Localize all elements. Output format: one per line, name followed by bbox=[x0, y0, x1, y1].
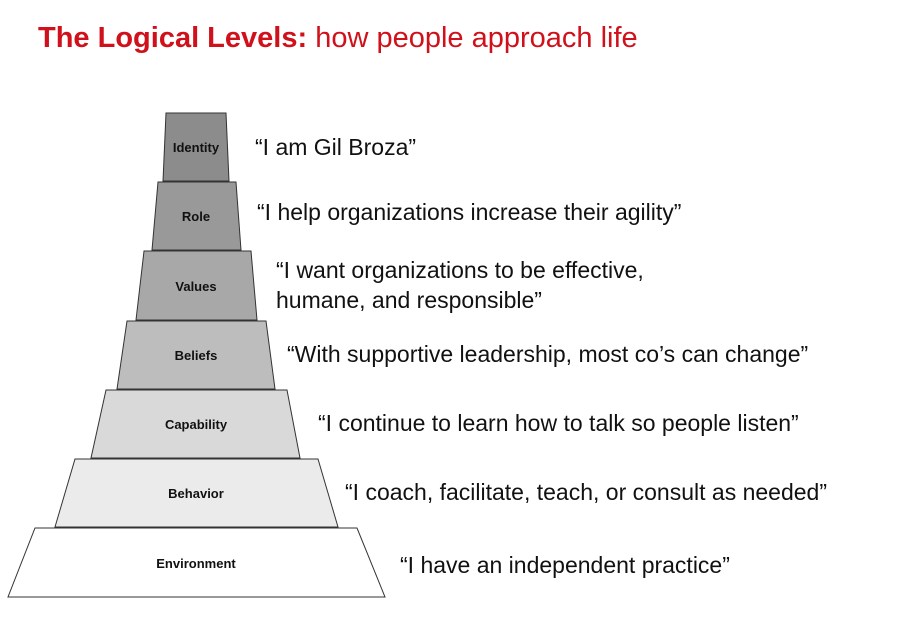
quote-capability: “I continue to learn how to talk so peop… bbox=[318, 410, 799, 436]
quote-identity: “I am Gil Broza” bbox=[255, 134, 417, 160]
title-rest: how people approach life bbox=[315, 22, 638, 54]
level-values-label: Values bbox=[175, 279, 216, 294]
quote-role: “I help organizations increase their agi… bbox=[257, 199, 682, 225]
level-role: Role bbox=[151, 181, 242, 251]
title-bold: The Logical Levels: bbox=[38, 22, 308, 54]
quote-behavior: “I coach, facilitate, teach, or consult … bbox=[345, 479, 827, 505]
level-environment-label: Environment bbox=[156, 556, 236, 571]
level-identity-label: Identity bbox=[173, 140, 220, 155]
level-behavior-label: Behavior bbox=[168, 486, 224, 501]
level-values: Values bbox=[135, 250, 258, 321]
level-role-shape bbox=[151, 181, 242, 251]
level-identity: Identity bbox=[162, 112, 230, 182]
quote-values-line1: “I want organizations to be effective, bbox=[276, 257, 644, 283]
level-role-label: Role bbox=[182, 209, 210, 224]
level-capability-label: Capability bbox=[165, 417, 228, 432]
quote-environment: “I have an independent practice” bbox=[400, 552, 730, 578]
level-beliefs-shape bbox=[116, 320, 276, 390]
page-title: The Logical Levels: how people approach … bbox=[38, 22, 638, 55]
quote-beliefs: “With supportive leadership, most co’s c… bbox=[287, 341, 809, 367]
level-behavior-shape bbox=[54, 458, 339, 528]
level-environment-shape bbox=[7, 527, 386, 598]
level-environment: Environment bbox=[7, 527, 386, 598]
level-capability: Capability bbox=[90, 389, 301, 459]
level-values-shape bbox=[135, 250, 258, 321]
level-identity-shape bbox=[162, 112, 230, 182]
quote-values: “I want organizations to be effective, h… bbox=[276, 255, 644, 315]
level-capability-shape bbox=[90, 389, 301, 459]
level-beliefs: Beliefs bbox=[116, 320, 276, 390]
level-behavior: Behavior bbox=[54, 458, 339, 528]
quote-values-line2: humane, and responsible” bbox=[276, 287, 542, 313]
level-beliefs-label: Beliefs bbox=[175, 348, 218, 363]
